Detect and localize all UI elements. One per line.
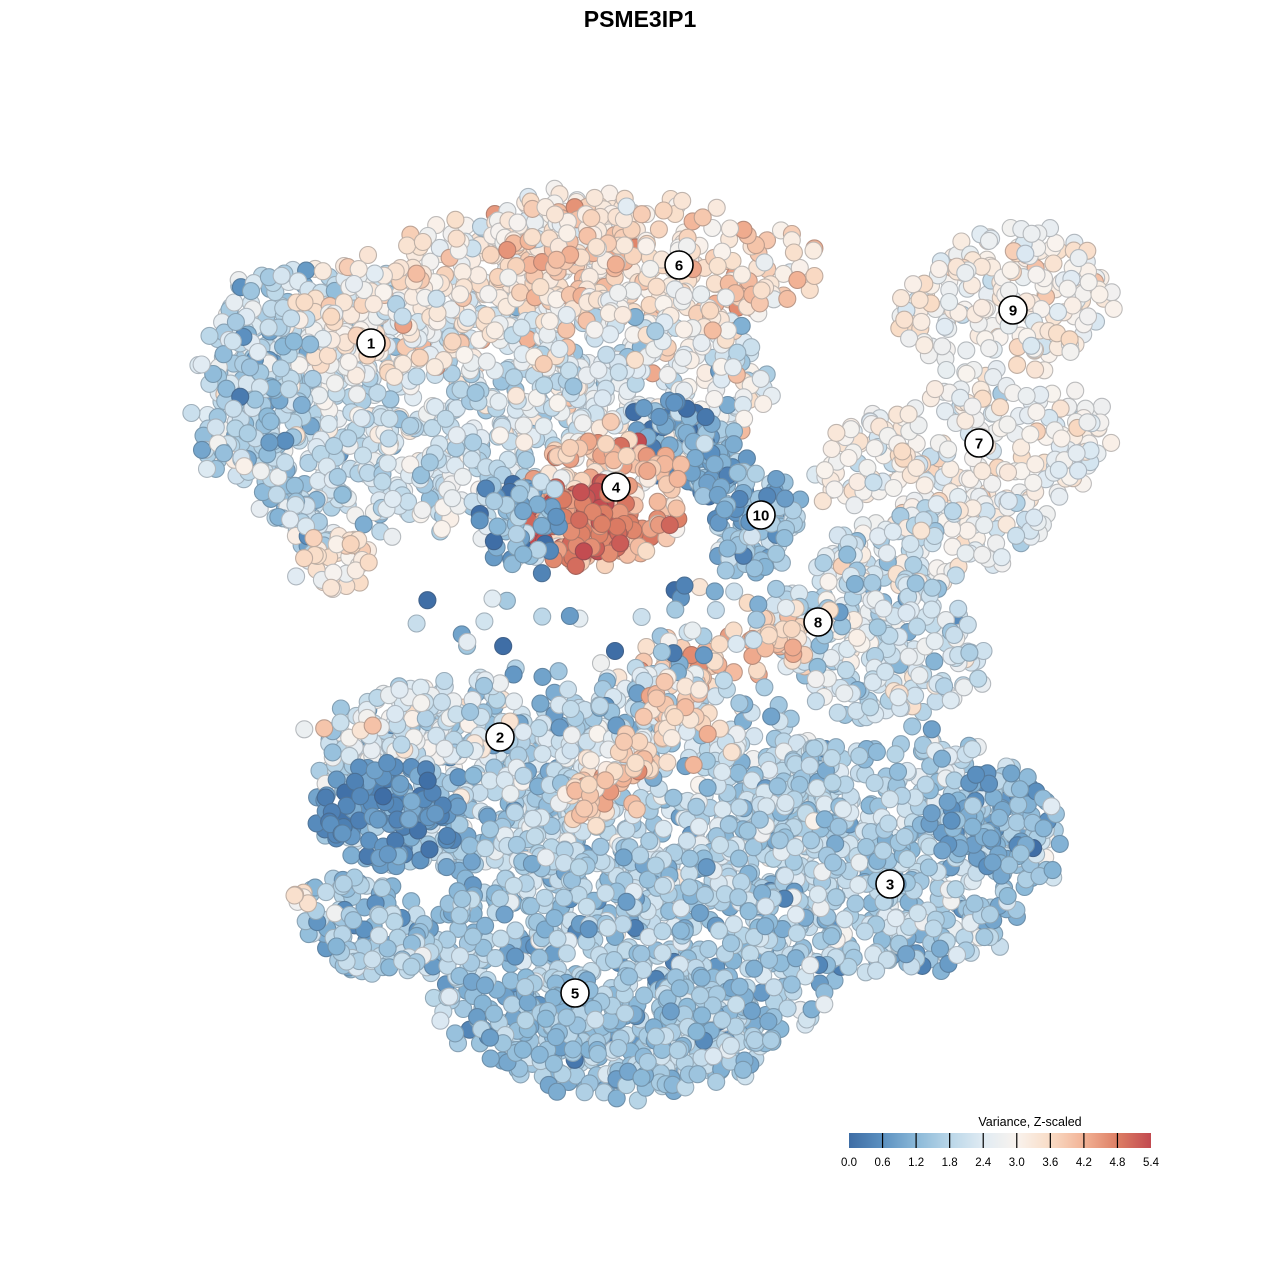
cluster-label-7: 7: [964, 428, 994, 458]
colorbar-tick-label: 3.6: [1042, 1157, 1058, 1169]
cluster-label-5: 5: [560, 978, 590, 1008]
colorbar-legend: Variance, Z-scaled 0.0 0.6 1.2 1.8 2.4 3.0 3.6…: [841, 1115, 1160, 1169]
cluster-badge-number: 5: [571, 986, 579, 1003]
cluster-label-10: 10: [746, 500, 776, 530]
scatter-points: [182, 179, 1123, 1110]
colorbar-tick-label: 2.4: [975, 1157, 992, 1169]
cluster-badge-circle: [664, 250, 694, 280]
cluster-badge-circle: [356, 328, 386, 358]
cluster-badge-circle: [998, 295, 1028, 325]
cluster-label-3: 3: [875, 869, 905, 899]
colorbar-tick-label: 4.2: [1076, 1157, 1092, 1169]
cluster-badge-number: 9: [1009, 303, 1017, 320]
cluster-label-4: 4: [601, 472, 631, 502]
cluster-badge-circle: [485, 722, 515, 752]
plot-title: PSME3IP1: [584, 6, 697, 32]
cluster-label-1: 1: [356, 328, 386, 358]
cluster-badge-number: 7: [975, 436, 983, 453]
cluster-badge-number: 8: [814, 615, 822, 632]
cluster-badge-number: 6: [675, 258, 683, 275]
colorbar-tick-label: 1.8: [942, 1157, 958, 1169]
cluster-badge-circle: [875, 869, 905, 899]
colorbar-tick-label: 1.2: [908, 1157, 924, 1169]
colorbar-tick-label: 4.8: [1109, 1157, 1125, 1169]
cluster-badge-circle: [964, 428, 994, 458]
colorbar-tick-label: 5.4: [1143, 1157, 1160, 1169]
colorbar-tick-lines: [881, 1133, 1119, 1148]
cluster-badge-number: 4: [612, 480, 621, 497]
colorbar-tick-label: 3.0: [1009, 1157, 1025, 1169]
cluster-label-9: 9: [998, 295, 1028, 325]
cluster-label-8: 8: [803, 607, 833, 637]
colorbar-tick-label: 0.6: [875, 1157, 891, 1169]
cluster-badge-number: 10: [753, 508, 770, 525]
colorbar-tick-labels: 0.0 0.6 1.2 1.8 2.4 3.0 3.6 4.2 4.8 5.4: [841, 1157, 1160, 1169]
colorbar-title: Variance, Z-scaled: [978, 1115, 1081, 1129]
cluster-label-2: 2: [485, 722, 515, 752]
cluster-badge-circle: [803, 607, 833, 637]
colorbar-gradient-bar: [849, 1133, 1151, 1148]
cluster-label-6: 6: [664, 250, 694, 280]
cluster-labels: 1 2 3 4 5 6 7 8 9 10: [356, 250, 1028, 1008]
cluster-badge-number: 3: [886, 877, 894, 894]
cluster-badge-number: 2: [496, 730, 504, 747]
cluster-badge-circle: [601, 472, 631, 502]
cluster-badge-circle: [560, 978, 590, 1008]
cluster-badge-circle: [746, 500, 776, 530]
colorbar-tick-label: 0.0: [841, 1157, 857, 1169]
cluster-badge-number: 1: [367, 336, 375, 353]
